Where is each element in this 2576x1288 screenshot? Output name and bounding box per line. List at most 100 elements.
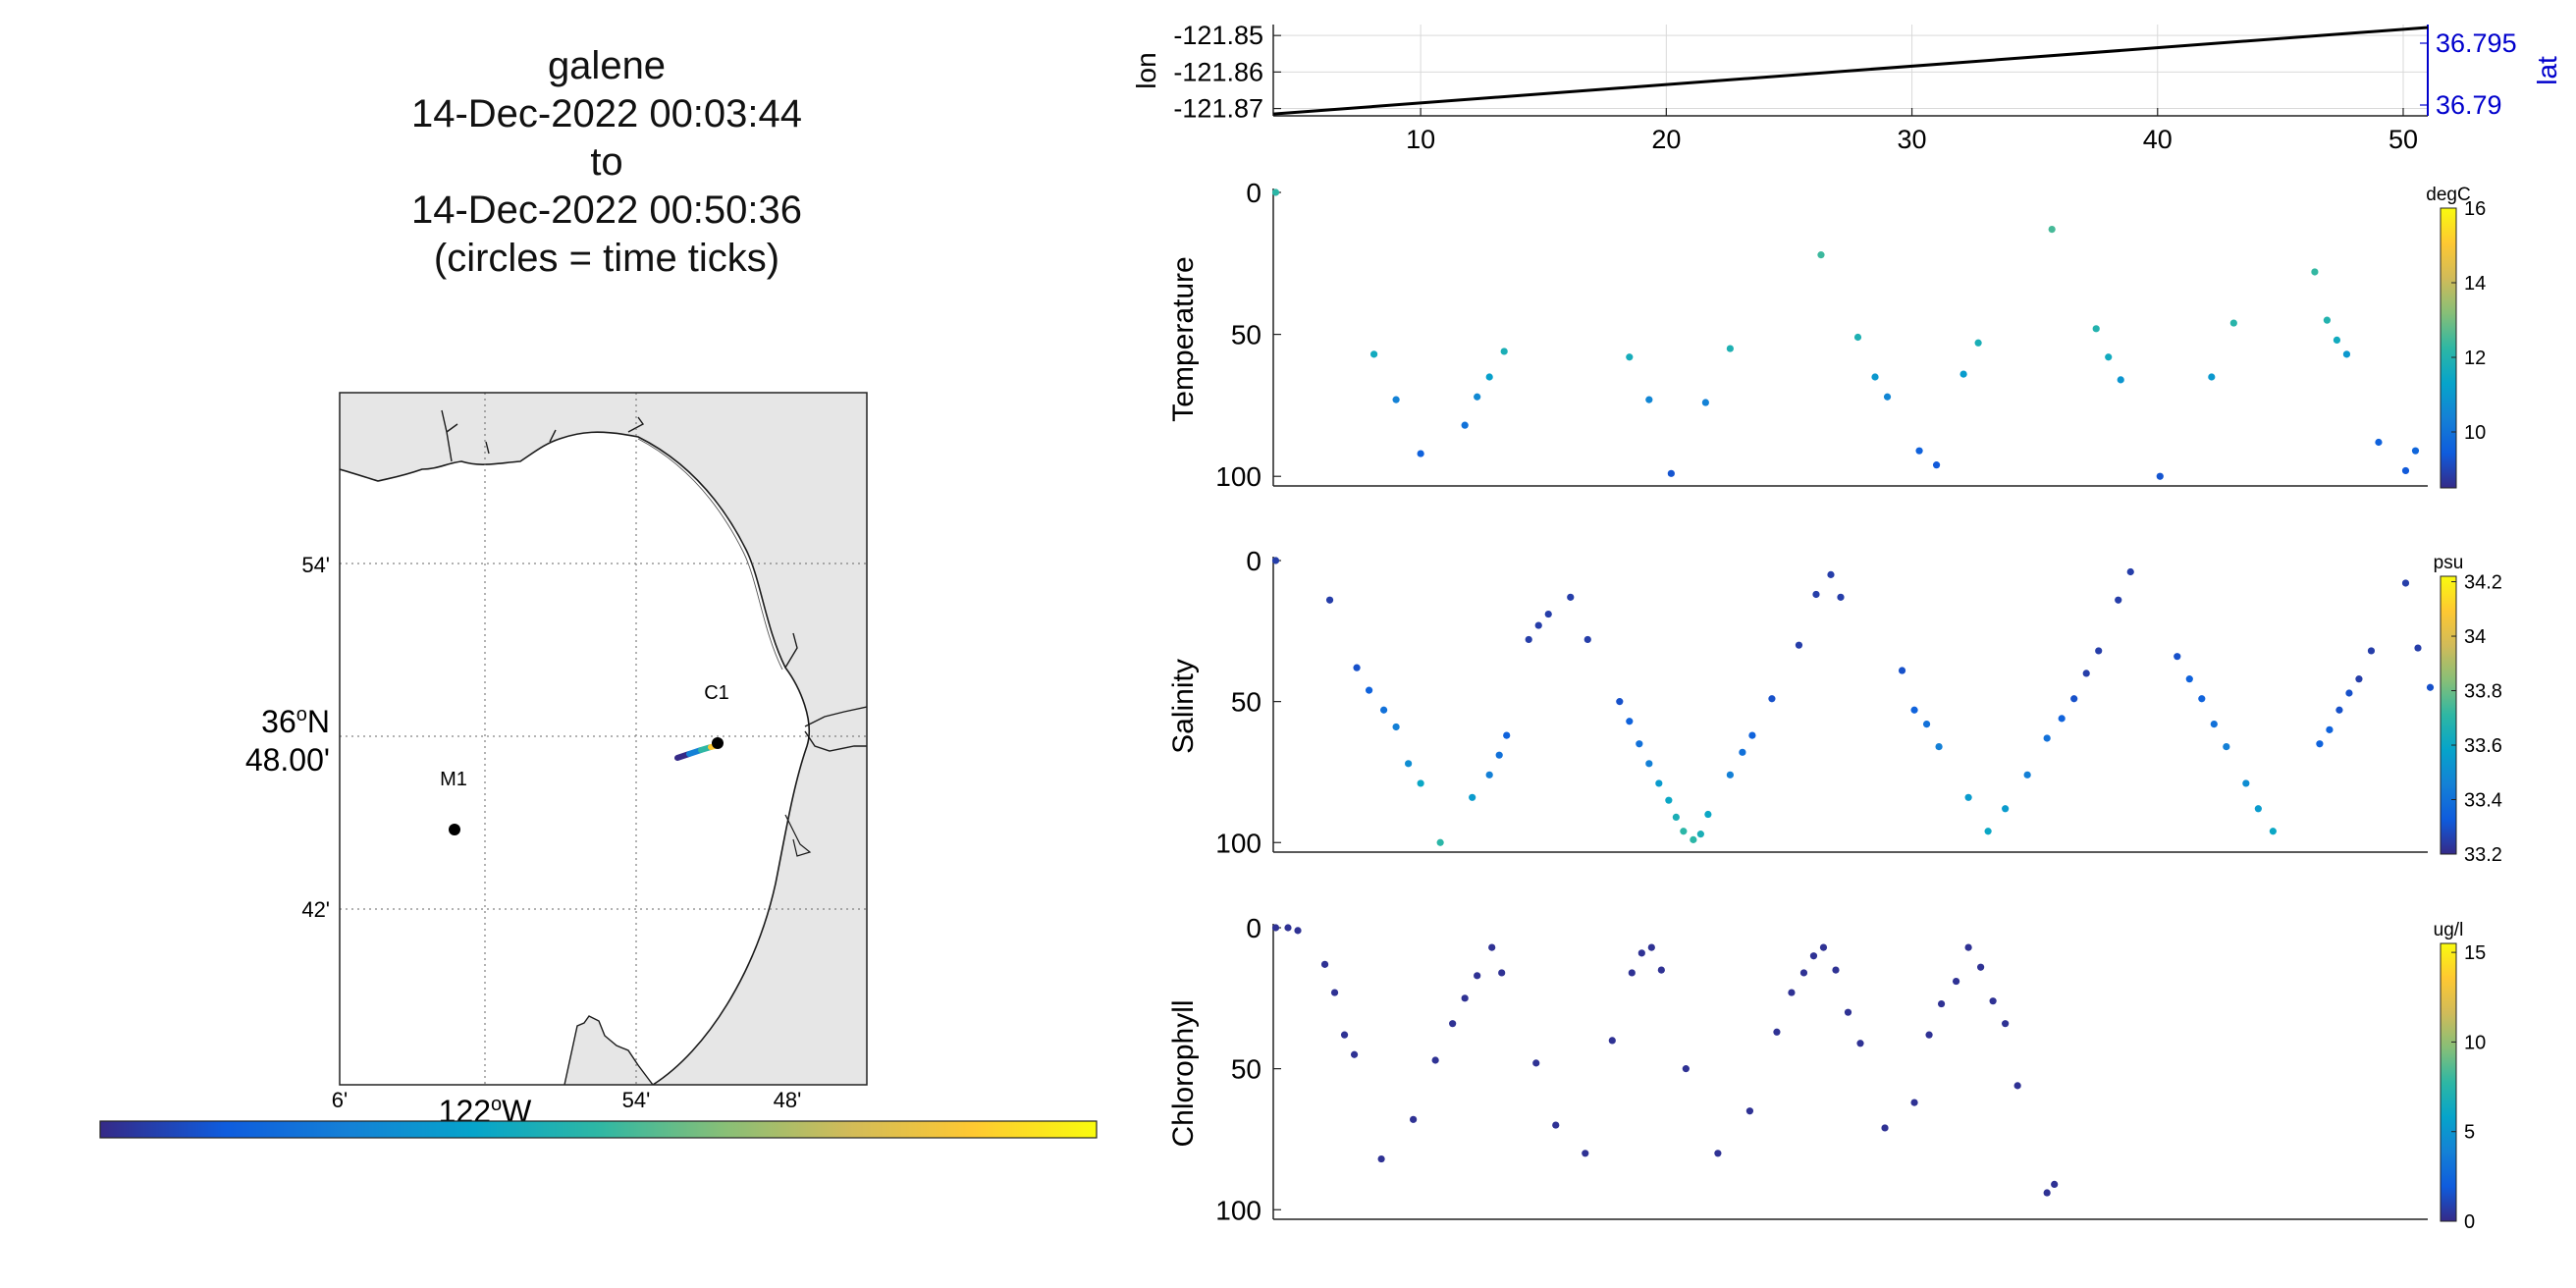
chart-panels: 10 20 30 40 50-121.85-121.86-121.8736.79536.… xyxy=(1131,21,2562,1233)
chlorophyll-point xyxy=(1552,1121,1560,1129)
salinity-point xyxy=(2355,675,2363,683)
salinity-point xyxy=(1910,706,1918,714)
salinity-point xyxy=(2269,828,2277,835)
temperature-point xyxy=(1701,399,1709,406)
temperature-point xyxy=(2411,447,2420,455)
temperature-point xyxy=(2105,353,2113,361)
temperature-point xyxy=(1817,251,1825,259)
salinity-point xyxy=(2070,695,2078,703)
salinity-point xyxy=(1665,796,1673,804)
track-x-tick-label: 20 xyxy=(1651,125,1681,154)
temperature-y-tick-label: 50 xyxy=(1231,320,1261,350)
temperature-point xyxy=(1959,370,1967,378)
chlorophyll-point xyxy=(1937,999,1946,1008)
chlorophyll-point xyxy=(1637,949,1645,957)
track-x-tick-label: 10 xyxy=(1406,125,1435,154)
chlorophyll-point xyxy=(1330,989,1339,996)
chlorophyll-point xyxy=(1461,994,1469,1002)
chlorophyll-colorbar-tick-label: 0 xyxy=(2464,1211,2475,1233)
salinity-point xyxy=(2367,647,2376,655)
salinity-colorbar xyxy=(2440,575,2457,855)
chlorophyll-point xyxy=(1449,1020,1457,1028)
map-lon-tick-3: 48' xyxy=(774,1088,802,1112)
temperature-point xyxy=(1626,353,1634,361)
chlorophyll-point xyxy=(1271,924,1280,932)
salinity-point xyxy=(1525,635,1532,644)
map-lat-degree: 36oN xyxy=(261,704,330,739)
chlorophyll-point xyxy=(1977,963,1985,971)
salinity-y-tick-label: 50 xyxy=(1231,687,1261,718)
salinity-point xyxy=(1672,813,1680,822)
salinity-point xyxy=(1827,570,1835,578)
temperature-colorbar-tick-label: 12 xyxy=(2464,348,2486,369)
temperature-ylabel: Temperature xyxy=(1167,256,1200,421)
salinity-point xyxy=(1417,779,1424,787)
chlorophyll-point xyxy=(1608,1037,1616,1045)
salinity-point xyxy=(2426,683,2435,691)
chlorophyll-point xyxy=(1377,1154,1385,1163)
temperature-point xyxy=(2342,350,2351,358)
salinity-point xyxy=(1984,828,1992,835)
chlorophyll-point xyxy=(1320,960,1329,968)
salinity-point xyxy=(1922,721,1931,728)
salinity-point xyxy=(2414,644,2422,652)
salinity-point xyxy=(1353,664,1361,671)
temperature-point xyxy=(1461,421,1469,429)
salinity-colorbar-tick-label: 34 xyxy=(2464,626,2486,648)
chlorophyll-point xyxy=(2013,1082,2021,1090)
chlorophyll-point xyxy=(1582,1150,1589,1157)
salinity-colorbar-tick-label: 34.2 xyxy=(2464,572,2502,594)
salinity-point xyxy=(2002,805,2010,813)
salinity-point xyxy=(2082,670,2090,677)
station-c1-marker xyxy=(712,737,724,749)
salinity-point xyxy=(1325,596,1334,604)
chlorophyll-point xyxy=(1819,943,1828,951)
salinity-point xyxy=(1392,723,1400,731)
chlorophyll-point xyxy=(1856,1040,1864,1047)
temperature-point xyxy=(1392,396,1400,403)
salinity-point xyxy=(2401,579,2410,587)
temperature-point xyxy=(1271,188,1280,196)
temperature-point xyxy=(1871,373,1879,381)
salinity-point xyxy=(1544,610,1552,618)
temperature-point xyxy=(2333,336,2341,344)
chlorophyll-point xyxy=(2002,1020,2010,1028)
track-chart: 10 20 30 40 50 -121.85 -121.86 -121.87 36.795 36.… xyxy=(1131,21,2562,154)
map-coastline-south xyxy=(564,1015,654,1085)
temperature-point xyxy=(1853,333,1862,342)
map-estuary xyxy=(784,632,867,752)
salinity-point xyxy=(1748,731,1756,739)
temperature-point xyxy=(1417,450,1424,457)
track-y-tick-label: -121.85 xyxy=(1173,21,1263,50)
chlorophyll-point xyxy=(1474,972,1481,980)
chlorophyll-point xyxy=(1431,1056,1439,1064)
chlorophyll-point xyxy=(2051,1180,2059,1189)
temperature-point xyxy=(2375,438,2383,447)
chlorophyll-point xyxy=(1745,1107,1754,1115)
salinity-point xyxy=(2043,734,2051,742)
map-lat-tick-2: 48.00' xyxy=(245,742,330,778)
chlorophyll-point xyxy=(1350,1050,1359,1058)
chlorophyll-point xyxy=(1657,966,1665,974)
chlorophyll-point xyxy=(1410,1115,1418,1123)
chlorophyll-point xyxy=(1989,997,1997,1005)
chlorophyll-point xyxy=(2043,1189,2051,1197)
salinity-point xyxy=(1696,831,1704,838)
temperature-point xyxy=(1369,350,1378,358)
temperature-point xyxy=(2092,325,2100,333)
chlorophyll-point xyxy=(1799,969,1808,977)
salinity-y-tick-label: 100 xyxy=(1215,828,1261,858)
temperature-point xyxy=(2117,376,2124,384)
salinity-point xyxy=(2185,675,2193,683)
salinity-point xyxy=(1271,557,1280,564)
map-lat-tick-1: 54' xyxy=(301,553,330,577)
salinity-point xyxy=(2023,771,2031,778)
track-series-line xyxy=(1272,26,2429,116)
temperature-point xyxy=(1485,373,1493,381)
track-x-tick-label: 50 xyxy=(2388,125,2418,154)
temperature-point xyxy=(1474,393,1481,401)
salinity-point xyxy=(1935,742,1943,751)
